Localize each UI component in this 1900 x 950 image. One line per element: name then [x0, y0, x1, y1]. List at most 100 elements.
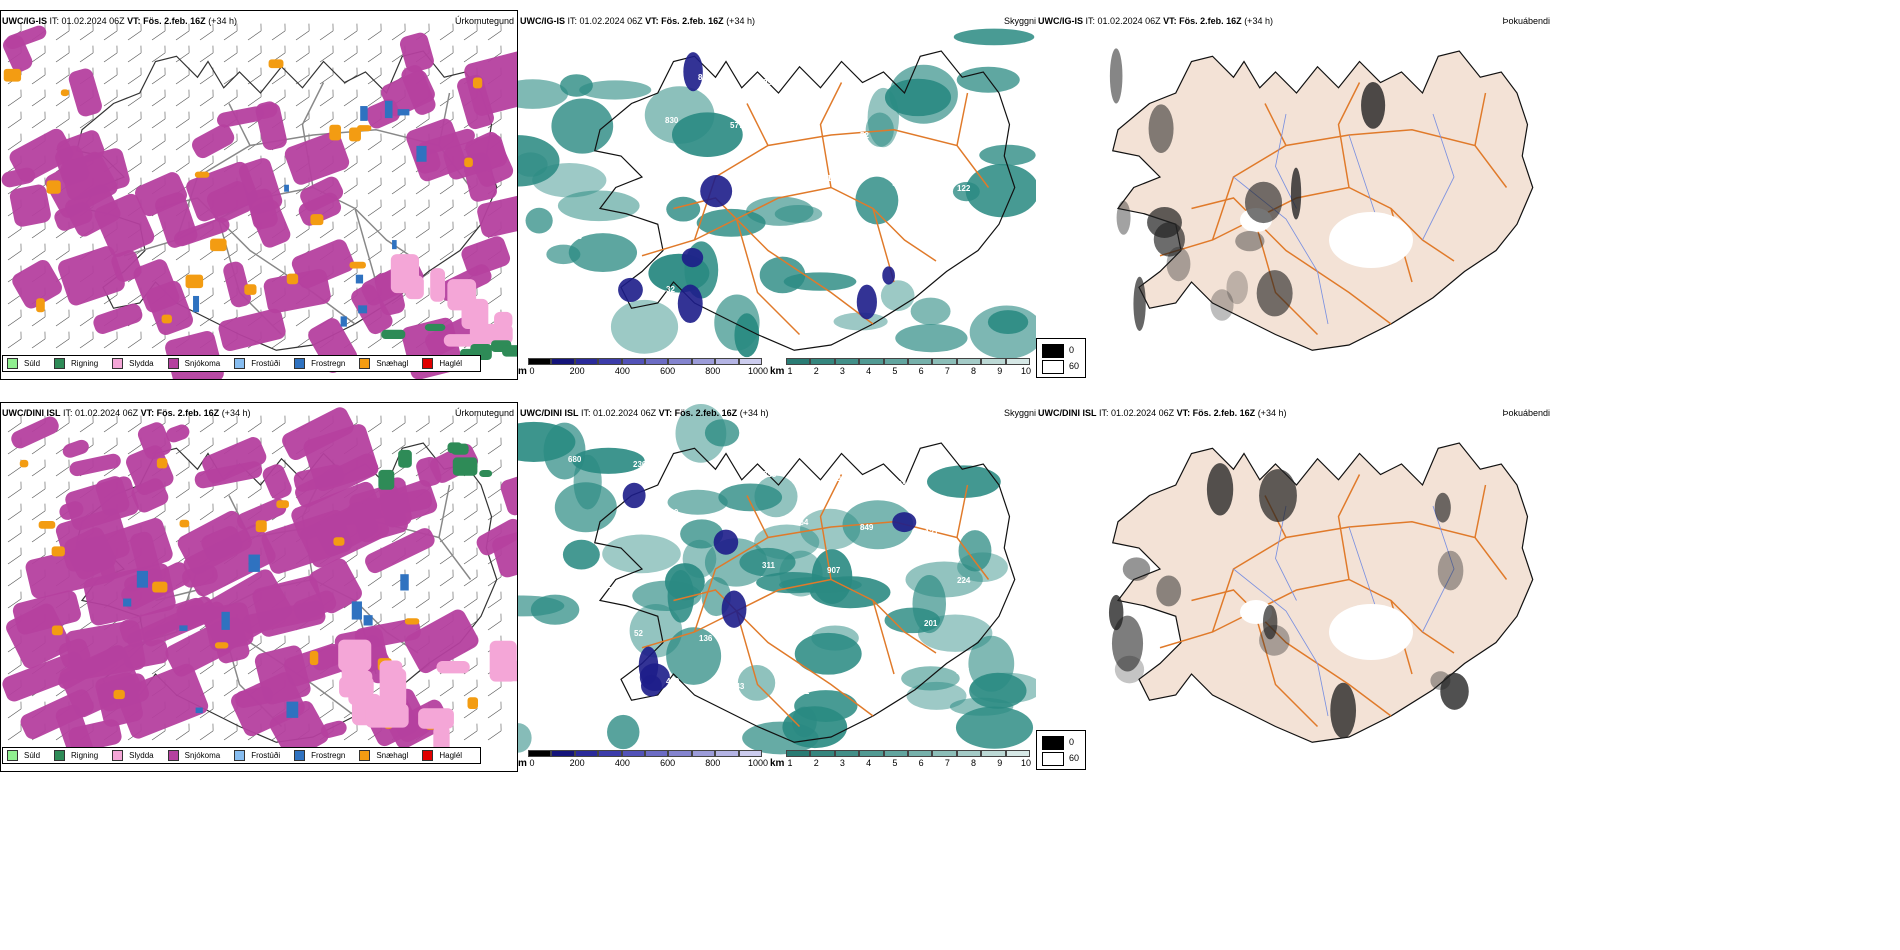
colorbar-segment	[810, 750, 835, 757]
elevation-label: 201	[924, 619, 938, 628]
colorbar-tick: 8	[971, 758, 977, 768]
colorbar-tick: 10	[1020, 366, 1032, 376]
elevation-label: 907	[827, 566, 841, 575]
colorbar-segment	[598, 358, 622, 365]
legend-item-7: Haglél	[422, 750, 462, 761]
legend-label: Frostúði	[251, 359, 281, 368]
legend-label: Súld	[24, 359, 41, 368]
legend-item-2: Slydda	[112, 750, 154, 761]
legend-label: Frostúði	[251, 751, 281, 760]
colorbar-tick: 6	[918, 758, 924, 768]
legend-label: Haglél	[439, 359, 463, 368]
colorbar-tick: 600	[660, 758, 676, 768]
colorbar-segment	[956, 750, 982, 757]
elevation-label: 959	[763, 78, 777, 87]
colorbar-segment	[528, 750, 552, 757]
elevation-label: 164	[795, 518, 809, 527]
colorbar-tick: 400	[614, 758, 630, 768]
colorbar-tick: 7	[944, 758, 950, 768]
legend-item-5: Frostregn	[294, 750, 345, 761]
colorbar-segment	[668, 358, 692, 365]
colorbar-tick: 800	[705, 758, 721, 768]
visibility-map-svg-row2: 680 830 311 579 395 236 456 907 201 113 266 164 232 2…	[518, 403, 1036, 755]
legend-item-4: Frostúði	[234, 750, 280, 761]
colorbar-segment	[1005, 358, 1030, 365]
legend-swatch	[294, 358, 306, 369]
colorbar-segment	[668, 750, 692, 757]
legend-swatch	[167, 358, 179, 369]
elevation-label: 182	[795, 126, 809, 135]
elevation-label: 32	[666, 285, 675, 294]
elevation-label: 577	[730, 121, 744, 130]
precip-type-map-row1: UWC/IG-IS IT: 01.02.2024 06Z VT: Fös. 2.…	[0, 10, 518, 380]
run-header-row2: UWC/DINI ISL IT: 01.02.2024 06Z VT: Fös.…	[2, 408, 251, 418]
legend-label: Rigning	[71, 359, 99, 368]
elevation-label: 939	[892, 179, 906, 188]
elevation-label: 459	[666, 677, 680, 686]
precip-type-map-row2: UWC/DINI ISL IT: 01.02.2024 06Z VT: Fös.…	[0, 402, 518, 772]
colorbar-segment	[528, 358, 552, 365]
colorbar-unit: km	[770, 366, 785, 377]
elevation-label: 311	[762, 561, 775, 570]
elevation-label: 982	[796, 687, 810, 696]
precip-legend-row2: Súld Rigning Slydda Snjókoma Frostúði Frostre…	[2, 747, 482, 764]
panel-title-fog-row2: Þokuábendi	[1502, 408, 1550, 418]
legend-swatch	[7, 358, 18, 369]
elevation-label: 726	[859, 222, 873, 231]
height-colorbar-row2: m 0 200 400 600 800 1000	[518, 750, 770, 772]
elevation-label: 122	[957, 184, 971, 193]
colorbar-segment	[786, 750, 811, 757]
colorbar-segment	[574, 358, 599, 365]
colorbar-tick: 800	[705, 366, 721, 376]
colorbar-segment	[621, 358, 645, 365]
run-header-vis-row1: UWC/IG-IS IT: 01.02.2024 06Z VT: Fös. 2.…	[520, 16, 755, 26]
elevation-label: 1103	[568, 63, 586, 72]
fog-map-row2: UWC/DINI ISL IT: 01.02.2024 06Z VT: Fös.…	[1036, 402, 1554, 772]
colorbar-segment	[1005, 750, 1030, 757]
legend-label: Rigning	[71, 751, 99, 760]
colorbar-segment	[859, 750, 884, 757]
colorbar-tick: 3	[839, 366, 845, 376]
colorbar-segment	[859, 358, 884, 365]
elevation-label: 849	[860, 523, 874, 532]
legend-item-4: Frostúði	[234, 358, 280, 369]
colorbar-segment	[883, 358, 908, 365]
legend-label: Snjókoma	[184, 359, 221, 368]
elevation-label: 106	[827, 174, 841, 183]
run-header-row1: UWC/IG-IS IT: 01.02.2024 06Z VT: Fös. 2.…	[2, 16, 237, 26]
colorbar-unit: m	[518, 366, 527, 377]
colorbar-segment	[551, 750, 575, 757]
fog-map-row1: UWC/IG-IS IT: 01.02.2024 06Z VT: Fös. 2.…	[1036, 10, 1554, 380]
legend-item-7: Haglél	[422, 358, 462, 369]
legend-item-2: Slydda	[112, 358, 154, 369]
colorbar-segment	[810, 358, 835, 365]
colorbar-segment	[883, 750, 908, 757]
visibility-map-svg-row1: 1103 830 977 726 287 112 577 106 634 104 81 182 939 9…	[518, 28, 1036, 359]
colorbar-unit: km	[770, 758, 785, 769]
colorbar-segment	[621, 750, 645, 757]
elevation-label: 136	[699, 634, 713, 643]
colorbar-tick: 1	[787, 366, 793, 376]
colorbar-tick: 10	[1020, 758, 1032, 768]
elevation-label: 680	[568, 455, 582, 464]
elevation-label: 830	[665, 508, 679, 517]
elevation-label: 113	[601, 672, 614, 681]
panel-title-precip-row2: Úrkomutegund	[454, 408, 514, 418]
colorbar-tick: 200	[569, 758, 585, 768]
run-header-vis-row2: UWC/DINI ISL IT: 01.02.2024 06Z VT: Fös.…	[520, 408, 769, 418]
elevation-label: 395	[956, 667, 970, 676]
precip-map-svg-row1	[1, 23, 518, 380]
colorbar-tick: 6	[918, 366, 924, 376]
colorbar-segment	[691, 358, 716, 365]
elevation-label: 224	[957, 576, 971, 585]
panel-title-cloud-row1: Skyggni	[1004, 16, 1037, 26]
elevation-label: 112	[633, 68, 646, 77]
colorbar-segment	[738, 750, 762, 757]
panel-title-precip-row1: Úrkomutegund	[454, 16, 514, 26]
elevation-label: 121	[925, 528, 939, 537]
colorbar-tick: 600	[660, 366, 676, 376]
legend-swatch	[234, 750, 246, 761]
fog-legend-row2: 0 60	[1036, 730, 1086, 770]
legend-label: Frostregn	[311, 359, 346, 368]
colorbar-segment	[956, 358, 982, 365]
